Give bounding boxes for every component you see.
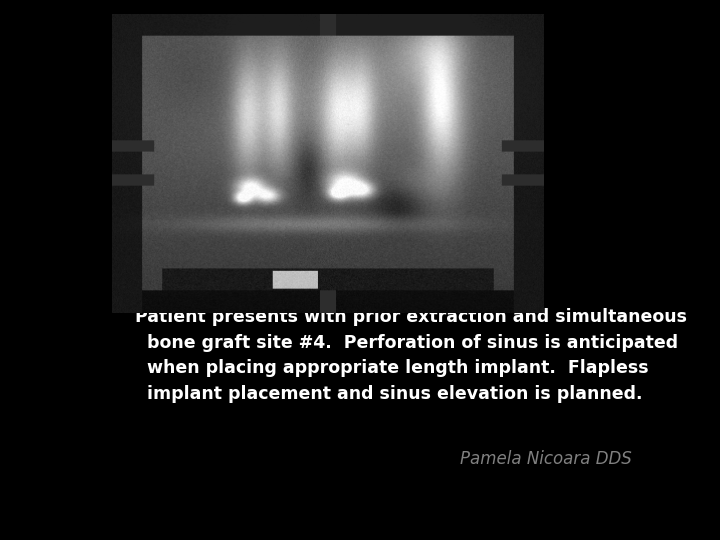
Text: Pamela Nicoara DDS: Pamela Nicoara DDS	[459, 450, 631, 468]
Text: Patient presents with prior extraction and simultaneous
  bone graft site #4.  P: Patient presents with prior extraction a…	[135, 308, 687, 403]
